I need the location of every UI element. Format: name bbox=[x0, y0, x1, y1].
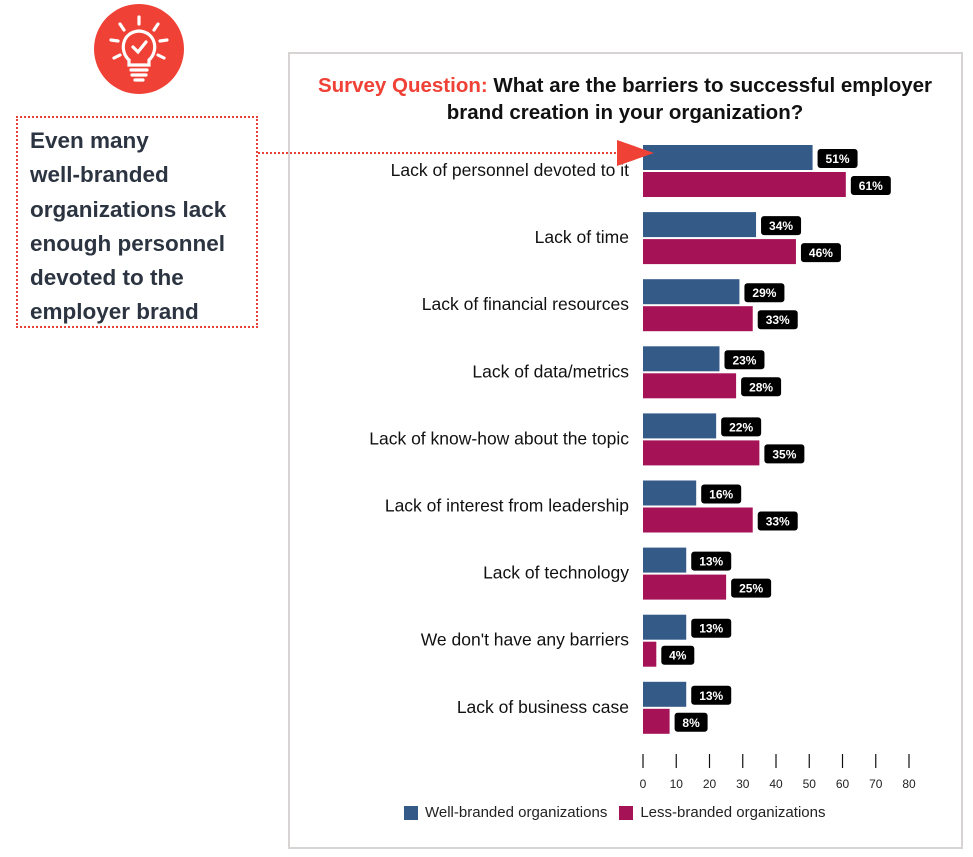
x-tick-label: 40 bbox=[769, 777, 783, 791]
data-label: 13% bbox=[699, 555, 723, 569]
legend-item-well-branded: Well-branded organizations bbox=[404, 804, 607, 821]
data-label: 28% bbox=[749, 380, 773, 394]
category-label: Lack of time bbox=[535, 227, 629, 247]
legend-label: Less-branded organizations bbox=[640, 804, 826, 821]
legend-swatch-less-branded bbox=[619, 805, 634, 820]
legend-label: Well-branded organizations bbox=[425, 804, 608, 821]
data-label-bg bbox=[744, 283, 785, 303]
data-label-bg bbox=[691, 551, 732, 571]
bar-less-branded bbox=[643, 708, 670, 734]
data-label: 35% bbox=[772, 447, 796, 461]
x-tick-label: 20 bbox=[703, 777, 717, 791]
data-label-bg bbox=[764, 444, 805, 464]
callout-connector bbox=[258, 152, 620, 154]
bar-less-branded bbox=[643, 239, 796, 265]
data-label-bg bbox=[817, 149, 858, 168]
bar-less-branded bbox=[643, 507, 753, 533]
data-label: 22% bbox=[729, 420, 753, 434]
bar-less-branded bbox=[643, 172, 846, 197]
bar-less-branded bbox=[643, 641, 657, 667]
callout-line: devoted to the bbox=[30, 265, 184, 291]
data-label: 33% bbox=[766, 515, 790, 529]
category-label: We don't have any barriers bbox=[421, 630, 630, 650]
data-label: 16% bbox=[709, 488, 733, 502]
category-label: Lack of technology bbox=[483, 563, 629, 583]
bar-well-branded bbox=[643, 145, 813, 170]
x-tick-label: 0 bbox=[640, 777, 647, 791]
callout-line: enough personnel bbox=[30, 230, 226, 256]
category-label: Lack of financial resources bbox=[422, 294, 629, 314]
category-label: Lack of interest from leadership bbox=[385, 496, 629, 516]
bar-well-branded bbox=[643, 547, 687, 573]
data-label: 29% bbox=[752, 286, 776, 300]
chart-panel bbox=[288, 52, 963, 849]
legend-swatch-well-branded bbox=[404, 805, 418, 820]
bar-well-branded bbox=[643, 212, 757, 238]
chart-title: Survey Question: What are the barriers t… bbox=[290, 72, 960, 126]
data-label: 33% bbox=[766, 313, 790, 327]
data-label-bg bbox=[761, 216, 802, 236]
data-label-bg bbox=[757, 310, 798, 330]
bar-well-branded bbox=[643, 413, 717, 439]
data-label: 8% bbox=[682, 716, 700, 730]
bar-well-branded bbox=[643, 279, 740, 305]
data-label: 46% bbox=[809, 246, 833, 260]
data-label: 34% bbox=[769, 219, 793, 233]
data-label: 25% bbox=[739, 582, 763, 596]
bar-less-branded bbox=[643, 574, 727, 600]
x-tick-label: 60 bbox=[836, 777, 850, 791]
bar-well-branded bbox=[643, 346, 720, 372]
data-label-bg bbox=[721, 417, 762, 437]
category-label: Lack of business case bbox=[457, 697, 629, 717]
data-label: 4% bbox=[669, 649, 687, 663]
callout-line: well-branded bbox=[30, 162, 169, 188]
data-label: 61% bbox=[859, 179, 883, 193]
x-tick-label: 70 bbox=[869, 777, 883, 791]
title-prefix: Survey Question: bbox=[317, 74, 488, 97]
data-label-bg bbox=[691, 685, 732, 705]
callout-line: employer brand bbox=[30, 299, 199, 325]
callout-box: Even many well-branded organizations lac… bbox=[16, 116, 258, 328]
bar-less-branded bbox=[643, 373, 737, 399]
bar-less-branded bbox=[643, 440, 760, 466]
x-tick-label: 30 bbox=[736, 777, 750, 791]
title-text: What are the barriers to successful empl… bbox=[446, 74, 933, 124]
data-label: 51% bbox=[826, 152, 850, 166]
legend: Well-branded organizations Less-branded … bbox=[404, 804, 837, 821]
data-label-bg bbox=[674, 712, 708, 732]
callout-line: Even many bbox=[30, 128, 149, 153]
x-tick-label: 50 bbox=[803, 777, 817, 791]
data-label-bg bbox=[661, 645, 695, 665]
bar-well-branded bbox=[643, 614, 687, 640]
data-label-bg bbox=[800, 243, 841, 263]
data-label-bg bbox=[701, 484, 742, 504]
data-label-bg bbox=[691, 618, 732, 638]
data-label: 23% bbox=[732, 353, 756, 367]
data-label: 13% bbox=[699, 689, 723, 703]
x-tick-label: 10 bbox=[670, 777, 684, 791]
category-label: Lack of data/metrics bbox=[472, 361, 629, 381]
category-label: Lack of know-how about the topic bbox=[369, 428, 629, 448]
legend-item-less-branded: Less-branded organizations bbox=[619, 804, 825, 821]
data-label-bg bbox=[850, 176, 891, 195]
data-label-bg bbox=[741, 377, 782, 397]
pointer-arrow-icon bbox=[617, 140, 654, 166]
category-label: Lack of personnel devoted to it bbox=[391, 160, 629, 180]
data-label-bg bbox=[724, 350, 765, 370]
callout-line: organizations lack bbox=[30, 196, 227, 222]
bar-less-branded bbox=[643, 306, 753, 332]
lightbulb-check-icon bbox=[94, 4, 184, 94]
data-label-bg bbox=[731, 578, 772, 598]
bar-well-branded bbox=[643, 480, 697, 506]
data-label: 13% bbox=[699, 622, 723, 636]
bar-well-branded bbox=[643, 681, 687, 707]
data-label-bg bbox=[757, 511, 798, 531]
x-tick-label: 80 bbox=[902, 777, 916, 791]
